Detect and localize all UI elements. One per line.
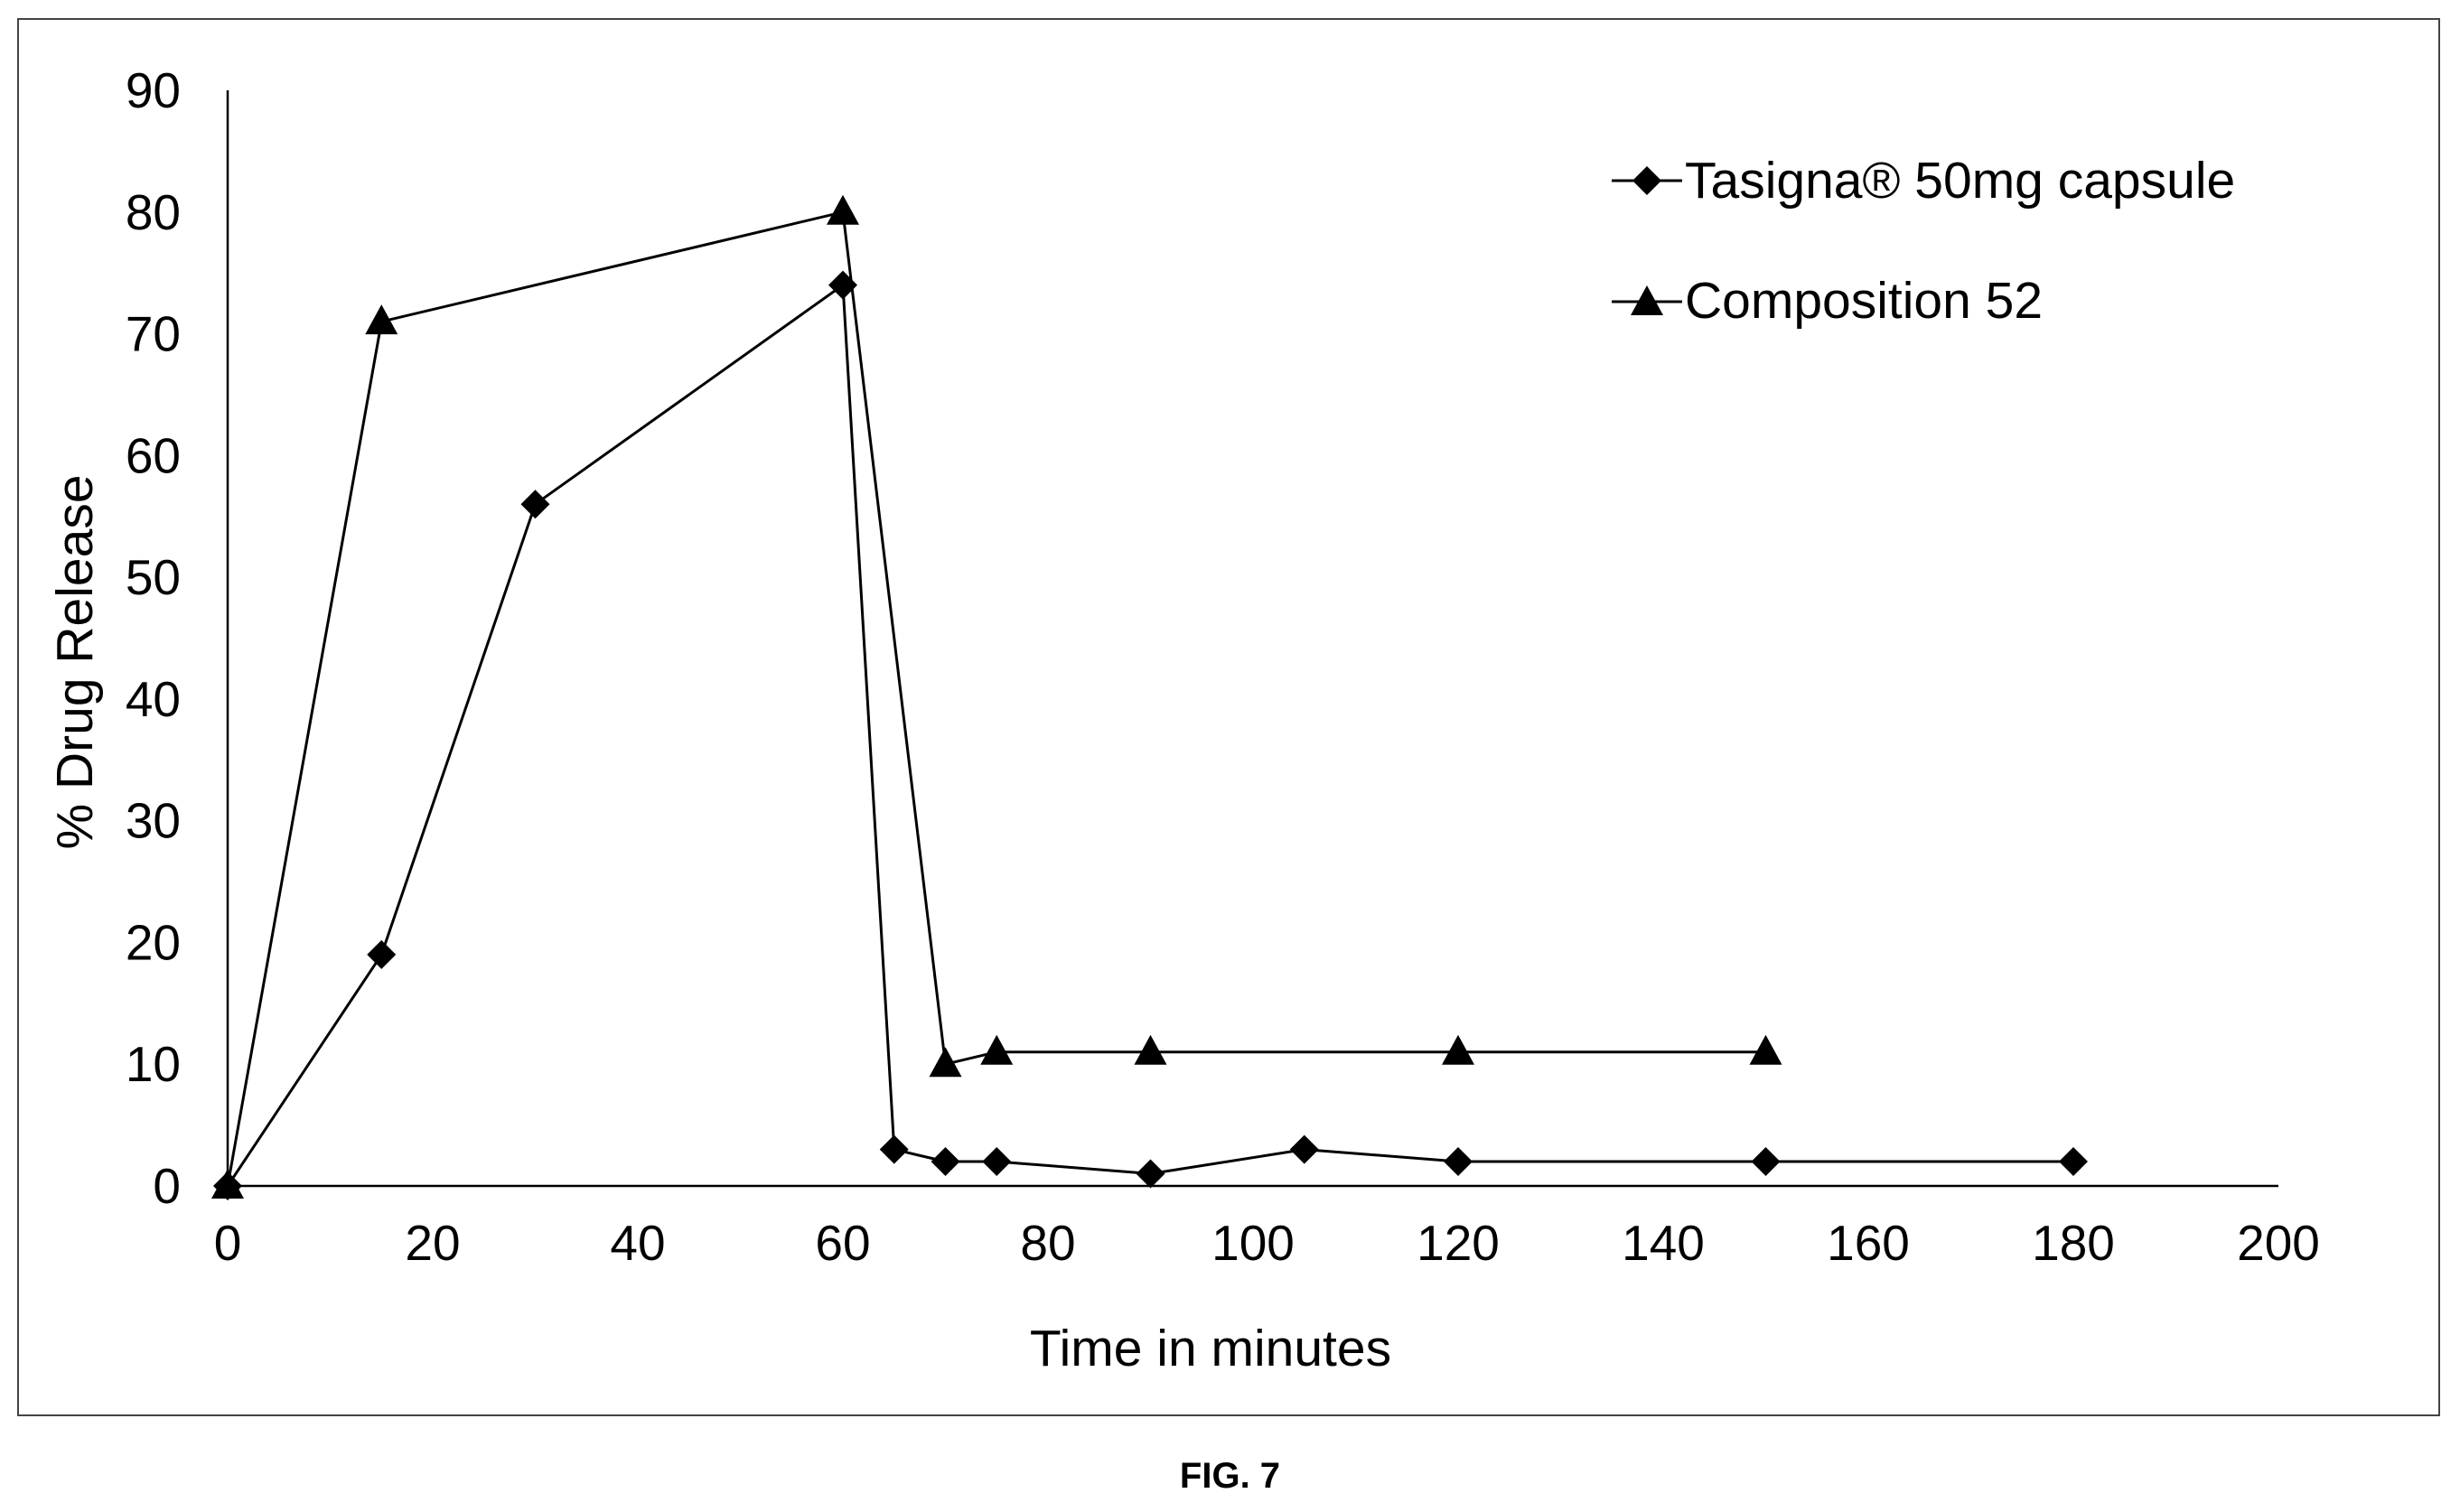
data-point-triangle — [211, 1169, 244, 1199]
x-tick-label: 80 — [1020, 1215, 1075, 1271]
data-point-diamond — [1136, 1159, 1165, 1189]
x-tick-label: 100 — [1211, 1215, 1295, 1271]
axes — [226, 90, 2278, 1188]
x-tick-labels: 0 20 40 60 80 100 120 140 160 180 200 — [214, 1215, 2320, 1271]
x-tick-label: 180 — [2032, 1215, 2115, 1271]
data-point-diamond — [2059, 1147, 2088, 1177]
data-point-diamond — [1751, 1147, 1781, 1177]
data-point-triangle — [1749, 1034, 1782, 1065]
y-tick-label: 0 — [153, 1158, 181, 1214]
legend-item-composition-52: Composition 52 — [1612, 272, 2043, 330]
y-axis-title: % Drug Release — [46, 474, 104, 849]
data-point-triangle — [827, 194, 859, 225]
x-tick-label: 160 — [1827, 1215, 1910, 1271]
x-tick-label: 20 — [405, 1215, 460, 1271]
y-tick-label: 40 — [126, 671, 181, 727]
x-tick-label: 40 — [610, 1215, 665, 1271]
y-tick-label: 20 — [126, 914, 181, 970]
y-tick-label: 50 — [126, 549, 181, 605]
y-tick-label: 70 — [126, 306, 181, 362]
data-point-diamond — [879, 1134, 909, 1164]
figure-caption: FIG. 7 — [1179, 1456, 1281, 1496]
legend-label-tasigna: Tasigna® 50mg capsule — [1685, 152, 2235, 210]
x-tick-label: 60 — [815, 1215, 870, 1271]
x-tick-label: 120 — [1417, 1215, 1500, 1271]
series-line — [226, 284, 2073, 1187]
y-tick-labels: 0 10 20 30 40 50 60 70 80 90 — [126, 62, 181, 1214]
y-tick-label: 60 — [126, 427, 181, 483]
legend-label-composition-52: Composition 52 — [1685, 272, 2043, 330]
data-point-triangle — [980, 1034, 1014, 1065]
x-axis-title: Time in minutes — [1030, 1320, 1391, 1377]
legend-marker-triangle — [1631, 285, 1663, 315]
series-line — [226, 210, 1766, 1187]
x-tick-label: 140 — [1622, 1215, 1705, 1271]
series-layer — [211, 194, 2088, 1200]
data-point-triangle — [1442, 1034, 1474, 1065]
legend-item-tasigna: Tasigna® 50mg capsule — [1612, 152, 2235, 210]
data-point-diamond — [982, 1147, 1012, 1177]
y-tick-label: 10 — [126, 1036, 181, 1092]
y-tick-label: 30 — [126, 793, 181, 849]
legend: Tasigna® 50mg capsule Composition 52 — [1612, 152, 2235, 330]
data-point-diamond — [931, 1147, 960, 1177]
series-0 — [213, 270, 2088, 1200]
x-tick-label: 200 — [2237, 1215, 2320, 1271]
data-point-diamond — [520, 490, 550, 519]
data-point-diamond — [367, 939, 397, 969]
data-point-triangle — [365, 304, 398, 335]
chart-frame — [17, 18, 2440, 1416]
series-1 — [211, 194, 1782, 1199]
data-point-triangle — [1134, 1034, 1167, 1065]
data-point-diamond — [1444, 1147, 1473, 1177]
data-point-triangle — [929, 1047, 962, 1078]
x-tick-label: 0 — [214, 1215, 242, 1271]
y-tick-label: 90 — [126, 62, 181, 118]
data-point-diamond — [1289, 1134, 1319, 1164]
y-tick-label: 80 — [126, 184, 181, 240]
legend-marker-diamond — [1632, 166, 1661, 195]
